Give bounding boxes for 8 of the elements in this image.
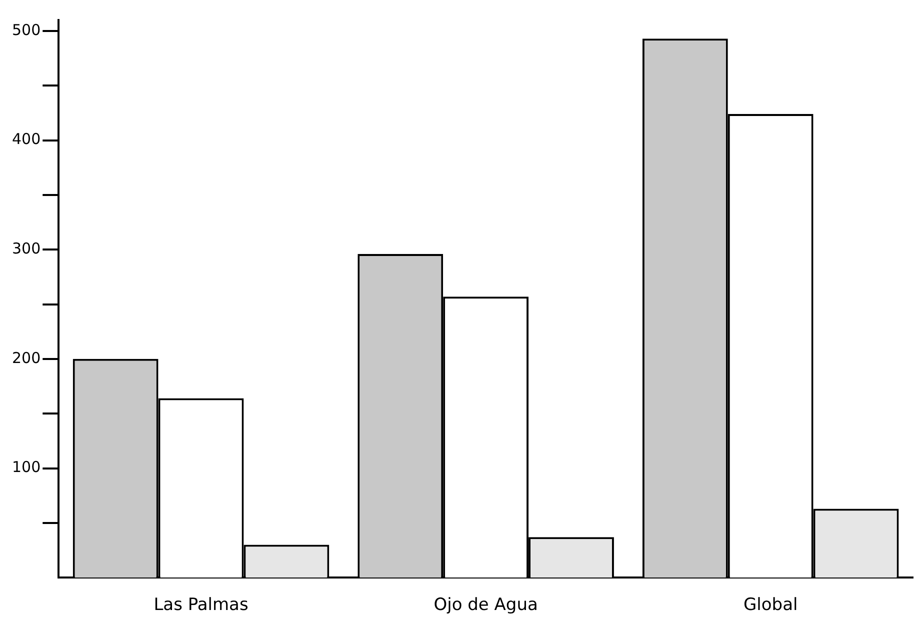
y-tick-label: 500	[12, 20, 41, 39]
y-tick-label: 200	[12, 348, 41, 367]
y-tick-label: 100	[12, 458, 41, 476]
x-tick-label: Ojo de Agua	[434, 595, 538, 616]
x-tick-label: Las Palmas	[154, 595, 248, 616]
y-tick-label: 300	[12, 239, 41, 258]
x-tick-label: Global	[743, 595, 798, 616]
y-tick-label: 400	[12, 130, 41, 148]
